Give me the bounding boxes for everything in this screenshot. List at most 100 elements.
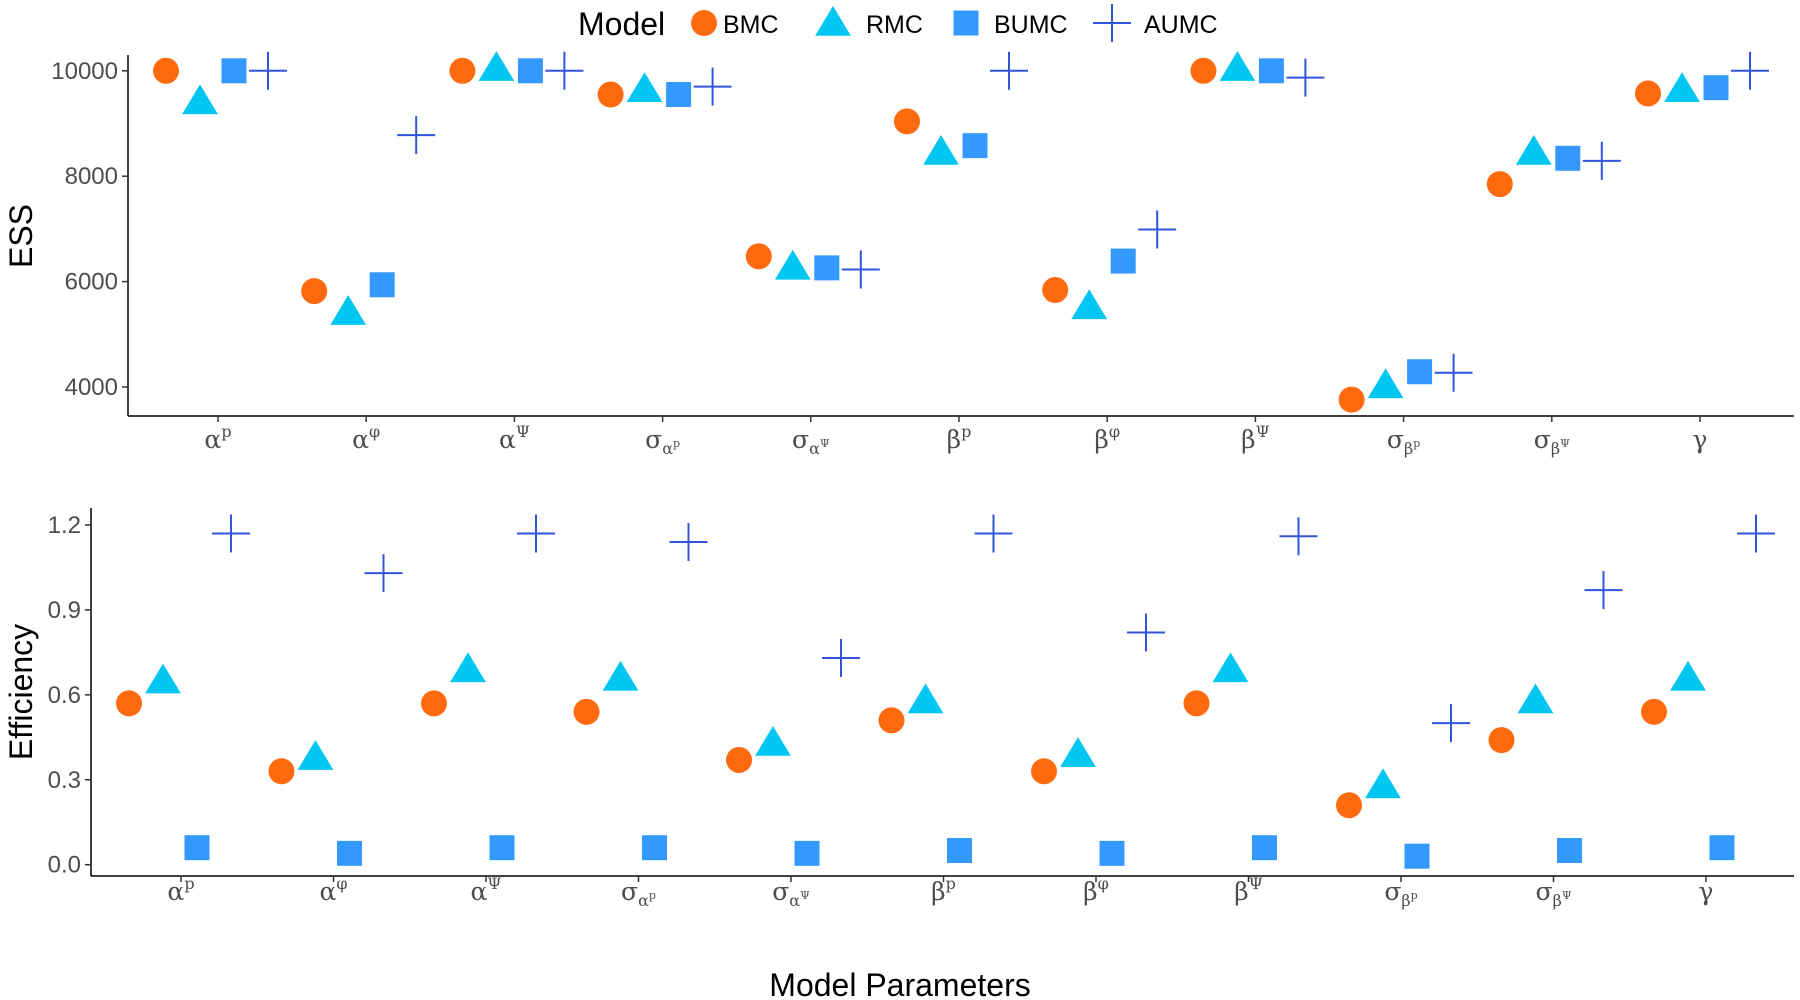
x-tick-label: σαp (645, 425, 680, 458)
point-bumc (1557, 838, 1582, 864)
point-bumc (642, 835, 667, 861)
y-tick-label: 0.6 (48, 682, 81, 709)
point-bumc (1099, 840, 1125, 866)
point-rmc (478, 51, 515, 81)
x-tick-label: αφ (352, 422, 380, 454)
point-bumc (337, 840, 362, 866)
point-bumc (1703, 75, 1729, 101)
point-aumc (1434, 353, 1473, 392)
point-rmc (907, 683, 944, 714)
y-tick-label: 1.2 (48, 512, 81, 539)
legend-marker-bmc (691, 10, 717, 36)
point-rmc (923, 134, 959, 165)
point-bmc (726, 746, 752, 773)
point-rmc (626, 72, 663, 103)
x-tick-label: αp (167, 874, 194, 906)
point-rmc (1664, 72, 1700, 103)
point-bumc (814, 255, 840, 281)
point-rmc (1367, 368, 1404, 399)
point-bumc (1258, 58, 1284, 84)
point-bumc (666, 82, 692, 108)
point-bmc (1641, 698, 1667, 725)
point-aumc (545, 51, 584, 90)
point-bmc (1031, 758, 1057, 785)
point-aumc (974, 514, 1013, 553)
x-tick-label: γ (1699, 877, 1714, 906)
x-tick-label: αΨ (471, 874, 502, 906)
point-rmc (755, 725, 791, 756)
point-aumc (822, 639, 860, 678)
point-bumc (794, 840, 820, 866)
point-bumc (1407, 359, 1433, 385)
point-aumc (1584, 571, 1623, 610)
point-rmc (182, 84, 218, 115)
point-bmc (1336, 792, 1362, 819)
point-aumc (1286, 58, 1325, 97)
point-rmc (774, 249, 811, 280)
x-tick-label: γ (1693, 425, 1708, 454)
point-bumc (1709, 835, 1735, 861)
x-tick-label: σαp (621, 877, 656, 910)
point-bumc (489, 835, 515, 861)
x-tick-label: σβp (1387, 425, 1420, 458)
point-bmc (1635, 80, 1661, 107)
x-tick-label: σβΨ (1536, 877, 1572, 910)
x-tick-label: αp (204, 422, 231, 454)
point-rmc (297, 740, 334, 770)
point-rmc (1365, 768, 1401, 799)
y-tick-label: 0.3 (48, 767, 81, 794)
point-aumc (212, 514, 250, 553)
x-tick-label: αφ (319, 874, 347, 906)
point-bmc (268, 758, 295, 785)
point-rmc (1071, 289, 1108, 320)
point-bmc (301, 278, 328, 305)
x-tick-label: σαΨ (792, 425, 830, 458)
point-bumc (947, 838, 972, 864)
point-aumc (990, 51, 1028, 90)
point-aumc (693, 67, 732, 106)
point-bumc (369, 272, 395, 298)
point-bmc (1486, 171, 1513, 198)
point-bumc (221, 58, 247, 84)
legend-title: Model (578, 6, 665, 42)
y-tick-label: 0.9 (48, 597, 81, 624)
y-tick-label: 6000 (65, 269, 118, 296)
x-tick-label: βφ (1094, 422, 1120, 454)
x-tick-label: βΨ (1241, 422, 1269, 454)
point-aumc (1731, 51, 1769, 90)
point-bumc (1110, 248, 1136, 274)
legend: Model BMC RMC BUMC AUMC (578, 4, 1218, 42)
legend-label-bumc: BUMC (994, 11, 1068, 39)
point-bumc (1252, 835, 1277, 861)
y-tick-label: 10000 (51, 58, 118, 85)
point-aumc (249, 51, 287, 90)
point-bmc (116, 690, 142, 717)
point-aumc (669, 522, 708, 561)
legend-label-rmc: RMC (866, 11, 923, 39)
point-bmc (878, 707, 905, 734)
x-tick-label: βΨ (1234, 874, 1262, 906)
point-aumc (364, 554, 403, 593)
point-bmc (1183, 690, 1210, 717)
legend-marker-bumc (953, 10, 979, 36)
point-bmc (449, 57, 476, 84)
point-aumc (1582, 141, 1621, 180)
point-rmc (1517, 683, 1554, 714)
y-tick-label: 4000 (65, 374, 118, 401)
point-aumc (1127, 613, 1165, 652)
point-bmc (1338, 386, 1365, 413)
point-rmc (450, 652, 486, 683)
point-bmc (745, 243, 772, 270)
x-tick-label: βp (931, 874, 956, 906)
point-aumc (1279, 517, 1318, 556)
point-aumc (1432, 704, 1470, 743)
point-bmc (1190, 57, 1217, 84)
point-aumc (841, 250, 880, 289)
point-bmc (1042, 277, 1069, 304)
point-bmc (421, 690, 447, 717)
y-tick-label: 0.0 (48, 852, 81, 879)
x-tick-label: βp (947, 422, 972, 454)
y-axis-title: ESS (3, 204, 39, 268)
legend-marker-aumc (1093, 4, 1131, 42)
